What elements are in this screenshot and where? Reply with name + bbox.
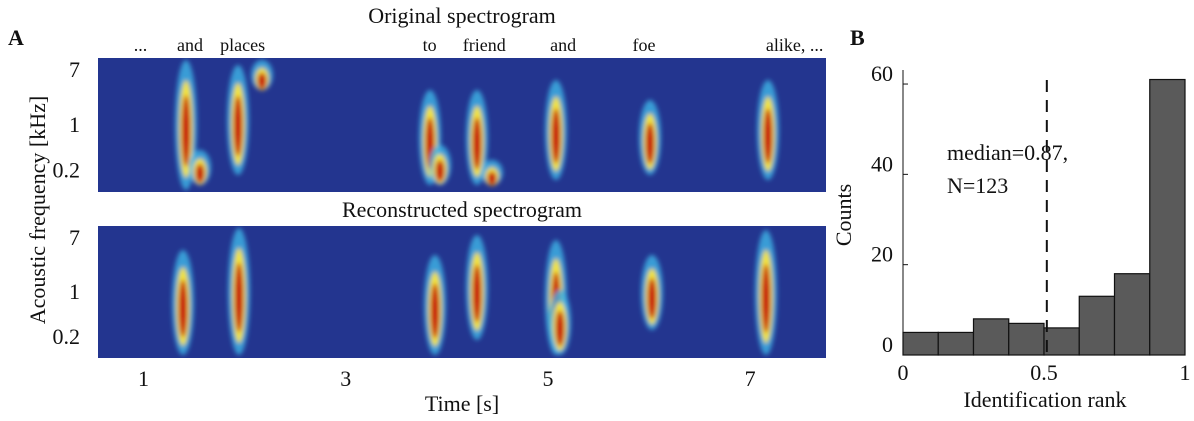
texture-red (233, 95, 243, 157)
y-tick-label: 7 (69, 225, 80, 250)
bar (1113, 273, 1151, 356)
word-label: and (550, 35, 576, 55)
spectrogram-background (98, 226, 826, 358)
word-label: to (423, 35, 437, 55)
y-tick-label: 1 (69, 279, 80, 304)
y-axis-label: Acoustic frequency [kHz] (25, 96, 50, 324)
texture-red (645, 122, 655, 165)
y-axis-label: Counts (831, 184, 856, 246)
texture-red (178, 279, 188, 338)
texture-red (551, 108, 561, 164)
x-tick-label: 0 (898, 360, 909, 385)
x-axis-label: Time [s] (425, 391, 499, 416)
texture-red (472, 117, 482, 170)
y-tick-label: 20 (871, 242, 893, 267)
word-label: friend (463, 35, 506, 55)
panel-label: A (8, 25, 24, 50)
x-tick-label: 0.5 (1030, 360, 1058, 385)
x-axis-label: Identification rank (963, 387, 1126, 412)
texture-red (761, 264, 771, 333)
y-tick-label: 60 (871, 61, 893, 86)
y-tick-label: 1 (69, 112, 80, 137)
spectrogram-texture (172, 228, 777, 355)
spectrogram-background (98, 58, 826, 192)
bar (1078, 295, 1116, 356)
annotation: median=0.87, (947, 140, 1068, 165)
spectrogram-texture (175, 60, 779, 190)
texture-red (234, 262, 244, 333)
y-tick-label: 0 (882, 332, 893, 357)
bar (1149, 78, 1186, 356)
y-tick-label: 7 (69, 57, 80, 82)
x-tick-label: 3 (340, 366, 351, 391)
word-label: and (177, 35, 203, 55)
panel-label: B (850, 25, 865, 50)
texture-red (763, 108, 773, 164)
word-label: foe (633, 35, 656, 55)
bar (902, 331, 939, 356)
y-tick-label: 0.2 (53, 157, 81, 182)
texture-red (555, 310, 565, 347)
x-tick-label: 5 (542, 366, 553, 391)
texture-red (487, 171, 497, 186)
word-label: alike, ... (766, 35, 823, 55)
texture-red (430, 283, 440, 339)
texture-red (195, 163, 205, 184)
texture-red (647, 277, 657, 320)
word-label: ... (134, 35, 148, 55)
x-tick-label: 1 (1180, 360, 1191, 385)
x-tick-label: 7 (745, 366, 756, 391)
bar (1043, 327, 1080, 356)
bar (937, 331, 975, 356)
y-tick-label: 0.2 (53, 324, 81, 349)
texture-red (435, 160, 445, 182)
annotation: N=123 (947, 173, 1008, 198)
figure-content: A Original spectrogram... and places to frien… (8, 3, 1191, 416)
panel-title: Original spectrogram (368, 3, 556, 28)
y-tick-label: 40 (871, 151, 893, 176)
word-label: places (220, 35, 265, 55)
texture-red (472, 264, 482, 323)
bar (1008, 322, 1045, 356)
texture-red (181, 95, 191, 167)
x-tick-label: 1 (138, 366, 149, 391)
bar (972, 318, 1010, 356)
texture-red (257, 72, 267, 90)
panel-title: Reconstructed spectrogram (342, 197, 582, 222)
